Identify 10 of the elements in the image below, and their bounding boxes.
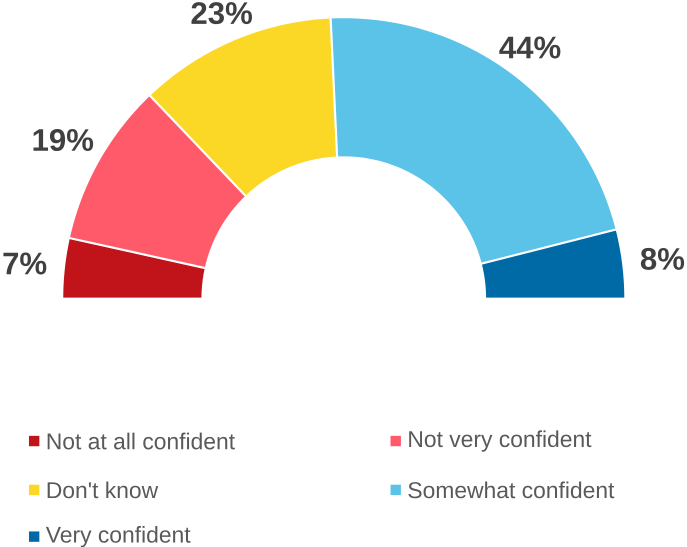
data-label: 19%	[34, 128, 94, 151]
legend-label: Very confident	[46, 526, 190, 547]
legend-label: Somewhat confident	[408, 481, 614, 498]
legend-label: Don't know	[48, 481, 158, 498]
data-label: 8%	[640, 248, 684, 270]
data-label: 44%	[499, 36, 560, 58]
legend-label: Not very confident	[409, 430, 592, 452]
legend-label: Not at all confident	[48, 432, 235, 450]
data-label: 23%	[191, 2, 252, 24]
data-label: 7%	[3, 252, 46, 274]
